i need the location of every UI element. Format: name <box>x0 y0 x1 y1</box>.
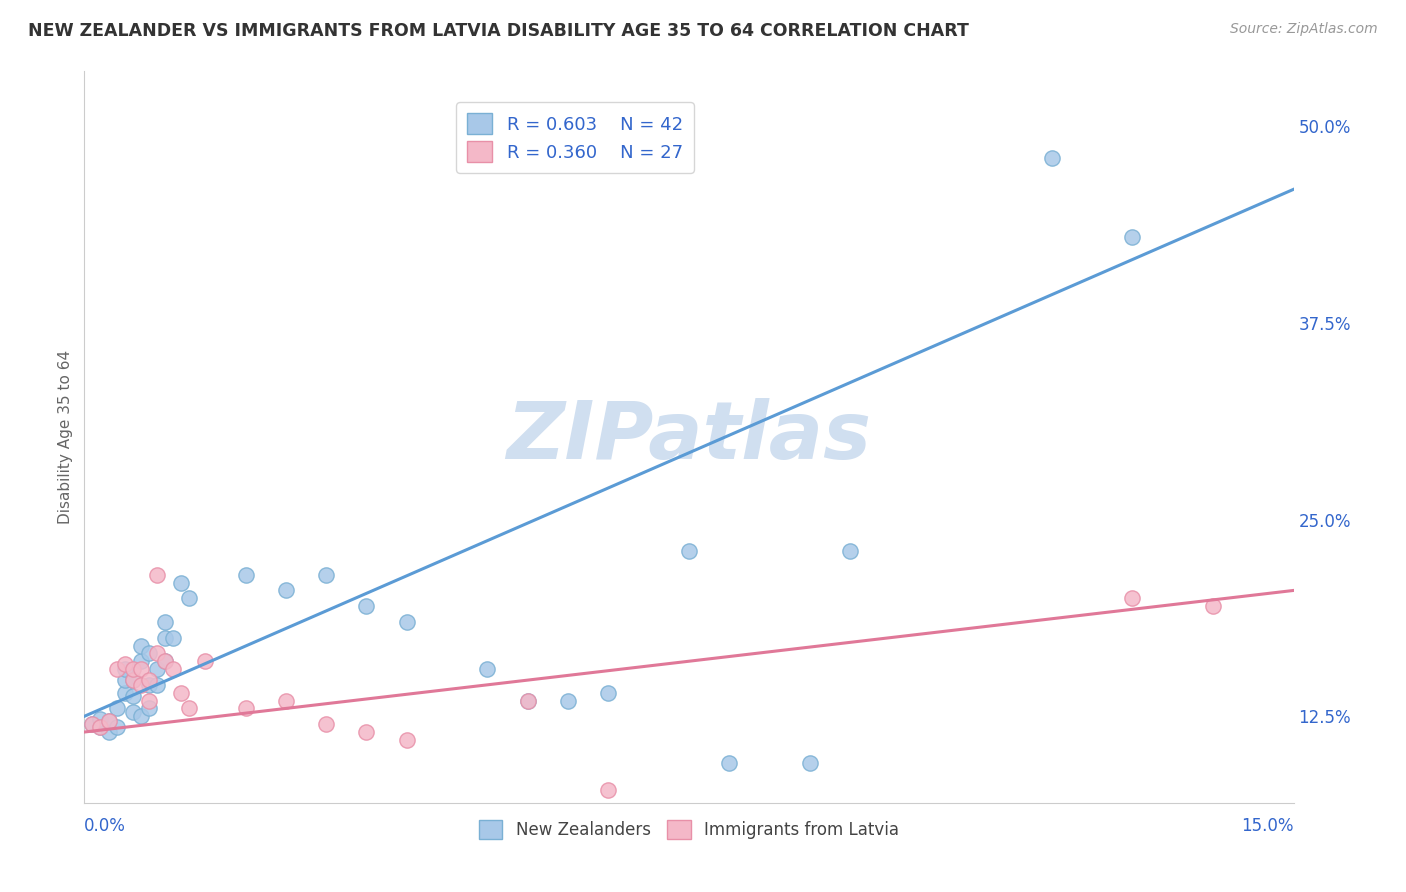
Text: 15.0%: 15.0% <box>1241 817 1294 836</box>
Y-axis label: Disability Age 35 to 64: Disability Age 35 to 64 <box>58 350 73 524</box>
Text: Source: ZipAtlas.com: Source: ZipAtlas.com <box>1230 22 1378 37</box>
Text: ZIPatlas: ZIPatlas <box>506 398 872 476</box>
Text: NEW ZEALANDER VS IMMIGRANTS FROM LATVIA DISABILITY AGE 35 TO 64 CORRELATION CHAR: NEW ZEALANDER VS IMMIGRANTS FROM LATVIA … <box>28 22 969 40</box>
Legend: New Zealanders, Immigrants from Latvia: New Zealanders, Immigrants from Latvia <box>472 814 905 846</box>
Text: 0.0%: 0.0% <box>84 817 127 836</box>
